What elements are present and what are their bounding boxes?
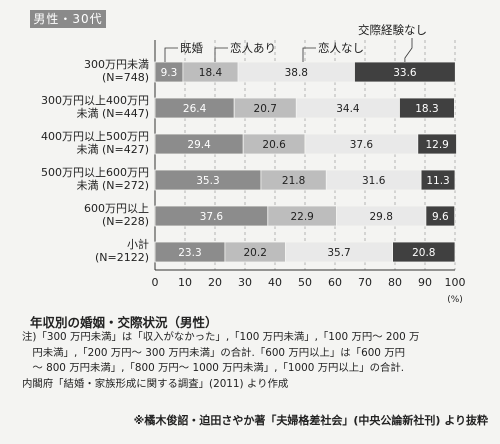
data-label: 20.7 xyxy=(254,103,277,115)
bar-segment xyxy=(392,241,456,263)
data-label: 12.9 xyxy=(425,139,448,151)
category-label: 小計 xyxy=(127,237,149,251)
stacked-bar-chart: 0 10 20 30 40 50 60 70 80 90 100 (%) 300万円未満(N=748) 3… xyxy=(41,23,466,305)
x-tick-label: 40 xyxy=(268,276,282,289)
source-credit: ※橘木俊詔・迫田さやか著「夫婦格差社会」(中央公論新社刊) より抜粋 xyxy=(133,414,488,427)
data-label: 20.2 xyxy=(244,247,267,259)
category-label: (N=748) xyxy=(102,71,149,84)
data-label: 31.6 xyxy=(362,175,386,187)
category-label: 500万円以上600万円 xyxy=(41,166,149,179)
legend-leader-line xyxy=(302,47,316,62)
data-label: 20.6 xyxy=(262,139,286,151)
data-label: 18.4 xyxy=(199,67,223,79)
category-label: 600万円以上 xyxy=(84,202,149,215)
bar-segment xyxy=(425,205,456,227)
category-label: 未満 (N=427) xyxy=(76,143,149,156)
figure-caption: 年収別の婚姻・交際状況（男性） xyxy=(30,315,218,330)
data-label: 33.6 xyxy=(393,67,417,79)
data-label: 23.3 xyxy=(178,247,201,259)
data-label: 11.3 xyxy=(426,175,449,187)
data-label: 20.8 xyxy=(412,247,435,259)
legend-entry: 恋人あり xyxy=(230,41,276,55)
category-label: (N=228) xyxy=(102,215,149,228)
x-tick-label: 30 xyxy=(238,276,252,289)
data-label: 26.4 xyxy=(183,103,207,115)
x-tick-label: 70 xyxy=(358,276,372,289)
data-label: 37.6 xyxy=(350,139,374,151)
legend-entry: 恋人なし xyxy=(318,41,364,55)
legend-entry: 交際経験なし xyxy=(358,23,427,37)
x-tick-label: 20 xyxy=(208,276,222,289)
x-tick-label: 10 xyxy=(178,276,192,289)
x-tick-label: 50 xyxy=(298,276,312,289)
data-label: 21.8 xyxy=(282,175,305,187)
legend-leader-line xyxy=(404,38,413,62)
data-label: 37.6 xyxy=(200,211,224,223)
bar-segment xyxy=(420,169,456,191)
x-tick-label: 100 xyxy=(445,276,466,289)
data-label: 38.8 xyxy=(285,67,308,79)
data-label: 35.3 xyxy=(196,175,219,187)
legend-leader-line xyxy=(214,47,228,62)
category-label: (N=2122) xyxy=(95,251,149,264)
x-tick-label: 60 xyxy=(328,276,342,289)
category-label: 未満 (N=272) xyxy=(76,179,149,192)
data-label: 22.9 xyxy=(290,211,313,223)
panel-label: 男性・30代 xyxy=(30,10,106,28)
data-label: 9.3 xyxy=(161,67,178,79)
data-label: 9.6 xyxy=(432,211,449,223)
x-tick-label: 80 xyxy=(388,276,402,289)
data-label: 18.3 xyxy=(415,103,438,115)
legend-leader-line xyxy=(164,47,178,62)
bar-segment xyxy=(417,133,457,155)
figure-notes: 注)「300 万円未満」は「収入がなかった」,「100 万円未満」,「100 万… xyxy=(22,331,420,390)
data-label: 34.4 xyxy=(336,103,360,115)
bar-segment xyxy=(399,97,455,119)
data-label: 29.8 xyxy=(370,211,393,223)
legend-entry: 既婚 xyxy=(180,41,203,55)
x-unit-label: (%) xyxy=(447,295,463,305)
category-label: 300万円未満 xyxy=(84,58,149,71)
category-label: 400万円以上500万円 xyxy=(41,130,149,143)
x-tick-label: 90 xyxy=(418,276,432,289)
category-label: 300万円以上400万円 xyxy=(41,94,149,107)
data-label: 29.4 xyxy=(187,139,211,151)
category-label: 未満 (N=447) xyxy=(76,107,149,120)
data-label: 35.7 xyxy=(327,247,350,259)
x-tick-label: 0 xyxy=(152,276,159,289)
